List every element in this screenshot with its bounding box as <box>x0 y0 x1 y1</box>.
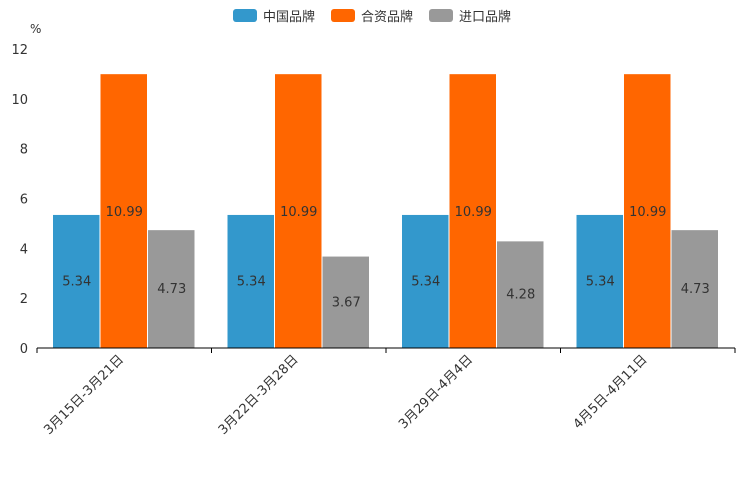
y-tick-label-4: 8 <box>20 143 28 158</box>
legend-label-jv: 合资品牌 <box>360 10 413 25</box>
y-axis-unit: % <box>30 22 42 36</box>
bar-s0-c3[interactable] <box>576 214 624 348</box>
bar-s1-c2[interactable] <box>449 74 497 348</box>
data-label-s2-c3: 4.73 <box>681 282 710 297</box>
bar-s1-c3[interactable] <box>624 74 671 348</box>
legend-item-import[interactable]: 进口品牌 <box>429 6 511 25</box>
legend-label-china: 中国品牌 <box>262 10 315 25</box>
data-label-s1-c0: 10.99 <box>106 205 143 220</box>
legend-swatch-china <box>232 9 257 22</box>
data-label-s0-c1: 5.34 <box>237 274 266 289</box>
y-tick-label-2: 4 <box>20 242 28 257</box>
bar-s2-c0[interactable] <box>148 230 195 348</box>
y-tick-label-1: 2 <box>20 292 28 307</box>
bar-s0-c2[interactable] <box>402 214 449 348</box>
y-tick-label-5: 10 <box>11 93 28 108</box>
x-tick-label-3: 4月5日-4月11日 <box>571 352 651 432</box>
data-label-s0-c3: 5.34 <box>586 274 615 289</box>
data-label-s1-c1: 10.99 <box>280 205 317 220</box>
data-label-s1-c3: 10.99 <box>629 205 666 220</box>
legend-item-jv[interactable]: 合资品牌 <box>330 6 413 25</box>
bar-s2-c1[interactable] <box>322 256 370 348</box>
bar-s2-c3[interactable] <box>671 230 719 348</box>
bar-s1-c0[interactable] <box>100 74 148 348</box>
legend-swatch-import <box>429 9 453 22</box>
bar-s0-c0[interactable] <box>53 214 100 348</box>
legend-item-china[interactable]: 中国品牌 <box>232 6 315 25</box>
legend-swatch-jv <box>330 9 355 22</box>
data-label-s2-c2: 4.28 <box>506 288 535 303</box>
y-tick-label-0: 0 <box>20 342 28 357</box>
legend: 中国品牌 合资品牌 进口品牌 <box>0 6 744 25</box>
data-label-s0-c0: 5.34 <box>62 274 91 289</box>
data-label-s1-c2: 10.99 <box>455 205 492 220</box>
data-label-s2-c1: 3.67 <box>332 295 361 310</box>
data-label-s0-c2: 5.34 <box>411 274 440 289</box>
x-tick-label-1: 3月22日-3月28日 <box>216 352 302 438</box>
y-tick-label-6: 12 <box>11 43 28 58</box>
y-tick-label-3: 6 <box>20 193 28 208</box>
bar-s1-c1[interactable] <box>275 74 322 348</box>
x-tick-label-2: 3月29日-4月4日 <box>396 352 476 432</box>
x-tick-label-0: 3月15日-3月21日 <box>41 352 127 438</box>
legend-label-import: 进口品牌 <box>459 10 512 25</box>
data-label-s2-c0: 4.73 <box>157 282 186 297</box>
bar-s0-c1[interactable] <box>227 214 275 348</box>
bar-s2-c2[interactable] <box>497 241 544 348</box>
